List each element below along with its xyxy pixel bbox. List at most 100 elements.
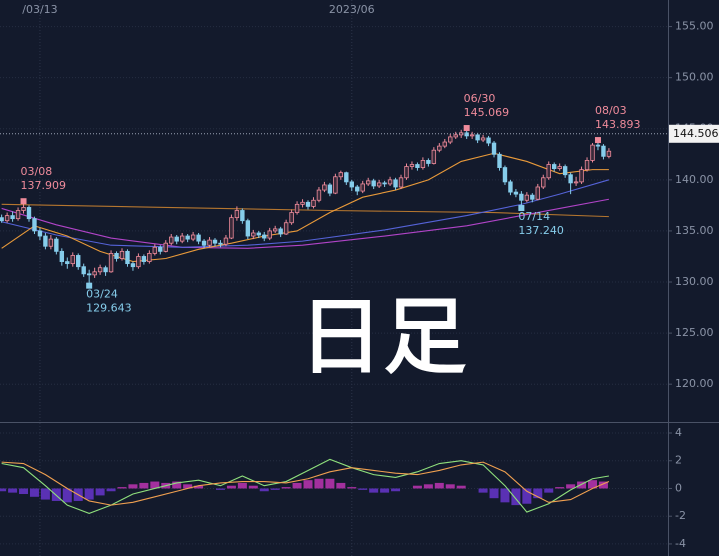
candle-body xyxy=(229,217,234,239)
candle-body xyxy=(557,166,562,169)
candle-body xyxy=(163,242,168,252)
extreme-marker xyxy=(86,282,93,289)
y-tick-label: 135.00 xyxy=(675,224,714,237)
candle-body xyxy=(158,246,163,252)
candle-body xyxy=(0,217,4,222)
candle-body xyxy=(125,250,130,265)
candle-body xyxy=(387,179,393,185)
candle-body xyxy=(278,228,283,235)
macd-histogram-bar xyxy=(522,488,532,504)
candle-body xyxy=(15,210,21,220)
candle-body xyxy=(349,181,354,188)
candle-body xyxy=(190,234,196,240)
candle-body xyxy=(442,141,447,147)
macd-histogram-bar xyxy=(303,480,313,489)
macd-histogram-bar xyxy=(456,485,466,489)
candle-body xyxy=(606,150,612,157)
candle-body xyxy=(65,261,70,265)
candle-body xyxy=(376,182,382,187)
x-tick-label: 2023/06 xyxy=(329,3,375,16)
candle-body xyxy=(344,172,349,183)
candle-body xyxy=(54,238,59,252)
candle-body xyxy=(311,199,316,207)
candle-body xyxy=(212,239,218,244)
ma-line xyxy=(1,152,609,263)
candle-body xyxy=(338,172,344,178)
macd-histogram-bar xyxy=(500,488,510,503)
candle-body xyxy=(420,160,426,168)
macd-histogram-bar xyxy=(237,482,247,489)
candle-body xyxy=(26,207,32,220)
macd-histogram-bar xyxy=(248,485,258,489)
candle-body xyxy=(530,194,535,200)
candle-body xyxy=(562,166,568,176)
ma-line xyxy=(1,198,610,249)
candle-body xyxy=(409,164,415,167)
macd-histogram-bar xyxy=(588,480,598,489)
macd-histogram-bar xyxy=(412,485,422,489)
candle-body xyxy=(595,144,601,147)
candle-body xyxy=(218,242,223,245)
candle-body xyxy=(573,181,579,184)
annotation-date: 03/08 xyxy=(21,165,53,178)
candle-body xyxy=(43,235,48,247)
candle-body xyxy=(262,234,267,239)
annotation-value: 145.069 xyxy=(464,106,510,119)
candle-body xyxy=(480,137,486,141)
candle-body xyxy=(398,177,404,188)
macd-histogram-bar xyxy=(270,488,280,490)
candle-body xyxy=(469,134,475,137)
candle-body xyxy=(59,250,65,262)
macd-histogram-bar xyxy=(598,481,608,489)
macd-histogram-bar xyxy=(106,488,116,492)
candle-body xyxy=(196,234,201,242)
candle-body xyxy=(245,220,251,237)
handwriting: 日足 xyxy=(299,288,467,386)
candle-body xyxy=(568,174,573,184)
macd-histogram-bar xyxy=(533,488,543,499)
candle-body xyxy=(552,164,557,169)
annotation-date: 08/03 xyxy=(595,104,627,117)
candle-body xyxy=(48,238,54,247)
macd-histogram-bar xyxy=(380,488,390,493)
extreme-marker xyxy=(20,198,27,205)
candle-body xyxy=(92,271,97,276)
candle-body xyxy=(97,267,103,273)
annotation-date: 06/30 xyxy=(464,92,496,105)
candle-body xyxy=(136,256,141,268)
y-tick-label: 125.00 xyxy=(675,326,714,339)
candle-body xyxy=(535,186,540,200)
macd-histogram-bar xyxy=(29,488,39,497)
candle-body xyxy=(508,181,513,193)
candle-body xyxy=(431,149,437,164)
annotation-value: 129.643 xyxy=(86,302,132,315)
candle-body xyxy=(355,186,360,192)
candle-body xyxy=(300,201,305,205)
candle-body xyxy=(437,145,442,151)
y-tick-label: 4 xyxy=(675,426,682,439)
y-tick-label: 120.00 xyxy=(675,377,714,390)
macd-histogram-bar xyxy=(62,488,72,503)
candle-body xyxy=(289,212,294,224)
candle-body xyxy=(179,235,185,242)
macd-histogram-bar xyxy=(369,488,379,493)
y-tick-label: 130.00 xyxy=(675,275,714,288)
candle-body xyxy=(519,193,524,201)
candle-body xyxy=(486,137,491,144)
macd-histogram-bar xyxy=(139,482,149,489)
candle-body xyxy=(393,179,398,188)
candle-body xyxy=(81,266,86,275)
y-tick-label: -4 xyxy=(675,537,686,550)
candle-body xyxy=(497,153,502,168)
macd-histogram-bar xyxy=(172,481,182,489)
candle-body xyxy=(601,145,606,157)
macd-histogram-bar xyxy=(434,482,444,489)
annotation-value: 137.240 xyxy=(518,224,564,237)
candle-body xyxy=(360,183,365,192)
y-tick-label: 155.00 xyxy=(675,20,714,33)
candle-body xyxy=(70,255,75,265)
macd-line xyxy=(1,458,610,515)
macd-histogram-bar xyxy=(8,488,18,493)
